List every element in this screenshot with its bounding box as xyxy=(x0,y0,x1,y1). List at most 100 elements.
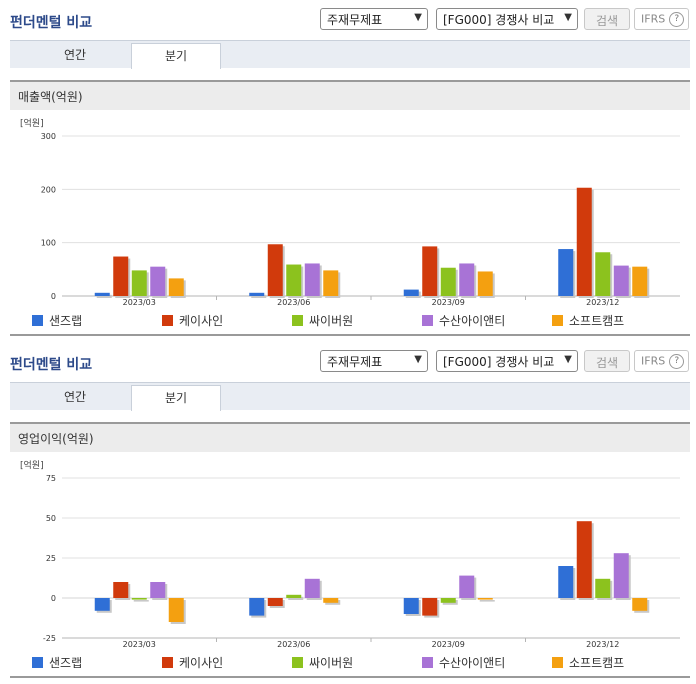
bar-shadow xyxy=(479,600,495,602)
bar xyxy=(168,278,184,296)
legend-swatch xyxy=(552,315,563,326)
legend-label: 싸이버원 xyxy=(309,314,354,328)
bar xyxy=(323,598,339,603)
section-divider xyxy=(10,334,690,336)
peer-group-select[interactable]: [FG000] 경쟁사 비교 ▼ xyxy=(436,8,578,30)
bar xyxy=(113,256,129,296)
y-tick-label: 75 xyxy=(46,474,56,483)
bar xyxy=(477,598,493,600)
bar xyxy=(632,266,648,296)
bar xyxy=(150,266,166,296)
bar xyxy=(440,267,456,296)
x-tick-label: 2023/09 xyxy=(432,298,465,307)
chevron-down-icon: ▼ xyxy=(414,354,422,365)
bar xyxy=(576,521,592,598)
legend-item[interactable]: 싸이버원 xyxy=(292,312,353,329)
tab-quarterly[interactable]: 분기 xyxy=(131,43,221,69)
bar xyxy=(131,270,147,296)
ifrs-label: IFRS xyxy=(641,354,666,368)
chart-legend: 샌즈랩 케이사인 싸이버원 수산아이앤티 소프트캠프 xyxy=(0,312,696,328)
legend-label: 소프트캠프 xyxy=(569,656,625,670)
bar xyxy=(558,566,574,598)
y-axis-unit: [억원] xyxy=(20,117,44,129)
legend-item[interactable]: 수산아이앤티 xyxy=(422,654,505,671)
tab-quarterly[interactable]: 분기 xyxy=(131,385,221,411)
bar xyxy=(286,264,302,296)
section-title: 영업이익(억원) xyxy=(18,432,94,446)
fundamental-panel-2: 펀더멘털 비교 주재무제표 ▼ [FG000] 경쟁사 비교 ▼ 검색 IFRS… xyxy=(0,342,696,684)
bar-shadow xyxy=(251,294,267,298)
legend-label: 수산아이앤티 xyxy=(439,314,506,328)
legend-swatch xyxy=(162,657,173,668)
legend-label: 케이사인 xyxy=(179,314,224,328)
peer-group-select-value: [FG000] 경쟁사 비교 xyxy=(443,13,555,27)
bar xyxy=(422,246,438,296)
x-tick-label: 2023/12 xyxy=(586,640,619,649)
bar xyxy=(595,252,611,296)
y-tick-label: 25 xyxy=(46,554,56,563)
y-tick-label: 0 xyxy=(51,292,56,301)
search-button[interactable]: 검색 xyxy=(584,8,630,30)
y-tick-label: 100 xyxy=(41,239,56,248)
legend-item[interactable]: 샌즈랩 xyxy=(32,654,82,671)
legend-item[interactable]: 케이사인 xyxy=(162,312,223,329)
operating-profit-bar-chart: [억원] -25 0 25 50 75 2023/03 2023/06 2023/09 2023/… xyxy=(20,459,680,649)
legend-label: 소프트캠프 xyxy=(569,314,625,328)
section-header: 매출액(억원) xyxy=(10,80,690,110)
tab-annual[interactable]: 연간 xyxy=(63,390,87,404)
legend-item[interactable]: 샌즈랩 xyxy=(32,312,82,329)
bar xyxy=(113,582,129,598)
bar xyxy=(422,598,438,616)
legend-item[interactable]: 소프트캠프 xyxy=(552,654,624,671)
section-header: 영업이익(억원) xyxy=(10,422,690,452)
legend-swatch xyxy=(422,657,433,668)
legend-label: 수산아이앤티 xyxy=(439,656,506,670)
bar xyxy=(403,598,419,614)
help-icon: ? xyxy=(669,354,685,369)
chevron-down-icon: ▼ xyxy=(564,354,572,365)
bar xyxy=(304,263,320,296)
legend-swatch xyxy=(32,657,43,668)
legend-item[interactable]: 소프트캠프 xyxy=(552,312,624,329)
bar xyxy=(150,582,166,598)
period-tabs: 연간 분기 xyxy=(10,382,690,411)
x-tick-label: 2023/03 xyxy=(123,640,156,649)
bar xyxy=(323,270,339,296)
ifrs-button[interactable]: IFRS? xyxy=(634,8,689,30)
x-tick-label: 2023/06 xyxy=(277,640,310,649)
y-tick-label: 0 xyxy=(51,594,56,603)
legend-swatch xyxy=(32,315,43,326)
bar xyxy=(131,598,147,600)
legend-item[interactable]: 싸이버원 xyxy=(292,654,353,671)
y-tick-label: 300 xyxy=(41,132,56,141)
bar-shadow xyxy=(133,600,149,602)
legend-label: 샌즈랩 xyxy=(49,656,83,670)
legend-swatch xyxy=(422,315,433,326)
bar xyxy=(249,292,265,296)
legend-item[interactable]: 수산아이앤티 xyxy=(422,312,505,329)
ifrs-button[interactable]: IFRS? xyxy=(634,350,689,372)
ifrs-label: IFRS xyxy=(641,12,666,26)
bar xyxy=(304,578,320,598)
statement-select-value: 주재무제표 xyxy=(327,13,383,27)
bar xyxy=(558,249,574,296)
y-tick-label: -25 xyxy=(43,634,56,643)
statement-select[interactable]: 주재무제표 ▼ xyxy=(320,350,428,372)
search-button[interactable]: 검색 xyxy=(584,350,630,372)
bar-shadow xyxy=(288,596,304,600)
y-axis-unit: [억원] xyxy=(20,459,44,471)
tab-annual[interactable]: 연간 xyxy=(63,48,87,62)
bar xyxy=(595,578,611,598)
panel-title: 펀더멘털 비교 xyxy=(10,357,93,373)
peer-group-select[interactable]: [FG000] 경쟁사 비교 ▼ xyxy=(436,350,578,372)
bar xyxy=(286,594,302,598)
bar xyxy=(267,244,283,296)
help-icon: ? xyxy=(669,12,685,27)
bar xyxy=(249,598,265,616)
legend-swatch xyxy=(552,657,563,668)
statement-select[interactable]: 주재무제표 ▼ xyxy=(320,8,428,30)
fundamental-panel-1: 펀더멘털 비교 주재무제표 ▼ [FG000] 경쟁사 비교 ▼ 검색 IFRS… xyxy=(0,0,696,340)
legend-swatch xyxy=(162,315,173,326)
legend-item[interactable]: 케이사인 xyxy=(162,654,223,671)
y-tick-label: 200 xyxy=(41,185,56,194)
